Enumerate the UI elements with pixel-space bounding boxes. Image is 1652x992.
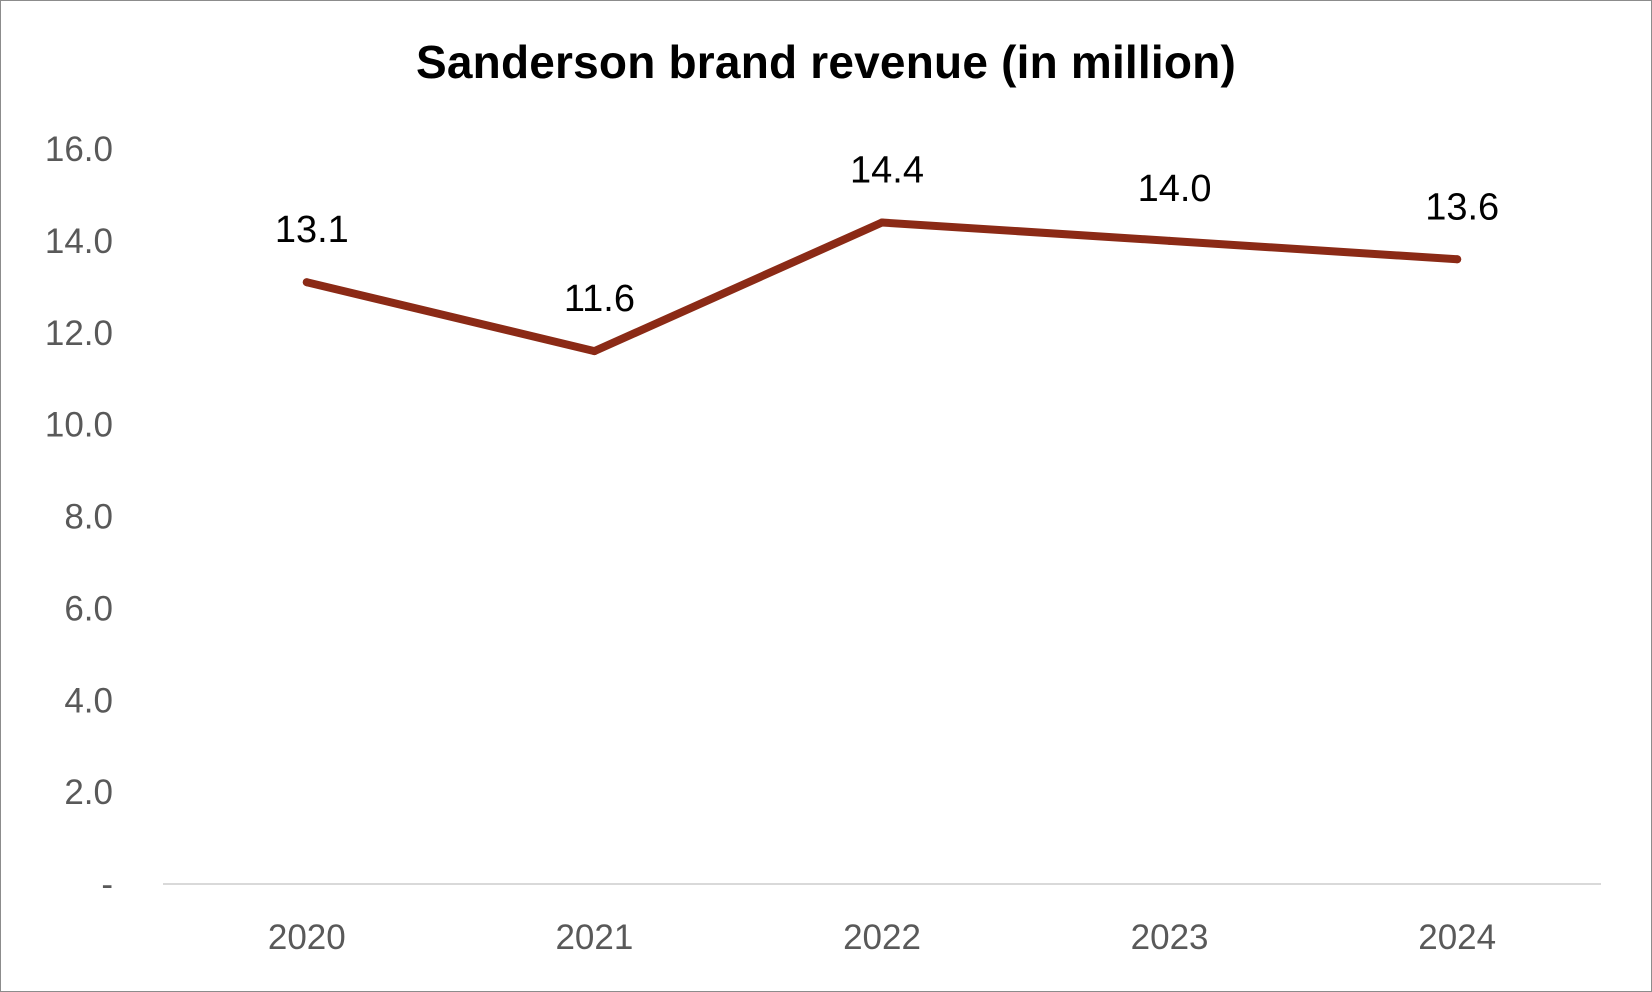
data-point [1453, 255, 1462, 264]
y-tick-label: 8.0 [64, 498, 113, 537]
y-tick-label: 14.0 [45, 222, 113, 261]
series-line [302, 218, 1462, 356]
y-tick-label: 10.0 [45, 406, 113, 445]
x-tick-label: 2021 [555, 918, 633, 957]
data-labels: 13.1 11.6 14.4 14.0 13.6 [275, 150, 1499, 321]
y-tick-label: 6.0 [64, 589, 113, 628]
y-axis-tick-labels: - 2.0 4.0 6.0 8.0 10.0 12.0 14.0 16.0 [45, 130, 113, 904]
data-label: 14.0 [1138, 168, 1212, 210]
y-tick-label: - [101, 865, 113, 904]
x-axis-tick-labels: 2020 2021 2022 2023 2024 [268, 918, 1496, 957]
x-tick-label: 2022 [843, 918, 921, 957]
data-point [878, 218, 886, 227]
y-tick-label: 2.0 [64, 773, 113, 812]
data-label: 13.6 [1425, 186, 1499, 228]
chart-title: Sanderson brand revenue (in million) [416, 36, 1236, 88]
data-label: 11.6 [564, 278, 635, 320]
data-point [302, 278, 311, 287]
series-group [302, 218, 1462, 356]
data-label: 14.4 [850, 150, 924, 192]
x-tick-label: 2020 [268, 918, 346, 957]
x-tick-label: 2024 [1418, 918, 1496, 957]
y-tick-label: 4.0 [64, 681, 113, 720]
data-label: 13.1 [275, 209, 349, 251]
data-point [1165, 236, 1174, 245]
data-point [590, 347, 599, 356]
y-tick-label: 12.0 [45, 314, 113, 353]
x-tick-label: 2023 [1131, 918, 1209, 957]
y-tick-label: 16.0 [45, 130, 113, 169]
